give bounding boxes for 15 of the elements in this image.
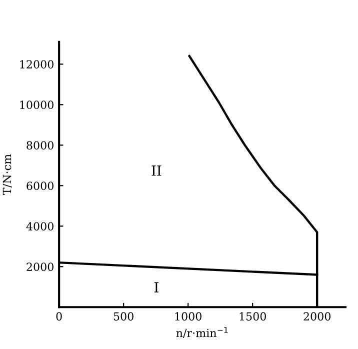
x-tick-label: 1500 (240, 312, 266, 321)
x-tick-label: 1000 (175, 312, 202, 321)
annotation: II (152, 166, 162, 176)
x-tick-label: 0 (56, 312, 62, 321)
y-tick-label: 8000 (26, 141, 54, 150)
annotation: I (154, 282, 158, 292)
x-axis-title: n/r·min$^{−1}$ (176, 327, 228, 338)
x-tick-label: 2000 (304, 312, 330, 321)
x-tick-label: 500 (114, 312, 134, 321)
y-tick-label: 4000 (26, 222, 54, 231)
y-tick-label: 6000 (26, 182, 54, 190)
y-tick-label: 10000 (20, 100, 54, 110)
y-tick-label: 2000 (26, 262, 54, 272)
y-tick-label: 12000 (20, 60, 54, 69)
y-axis-title: T/N·cm (2, 154, 12, 195)
